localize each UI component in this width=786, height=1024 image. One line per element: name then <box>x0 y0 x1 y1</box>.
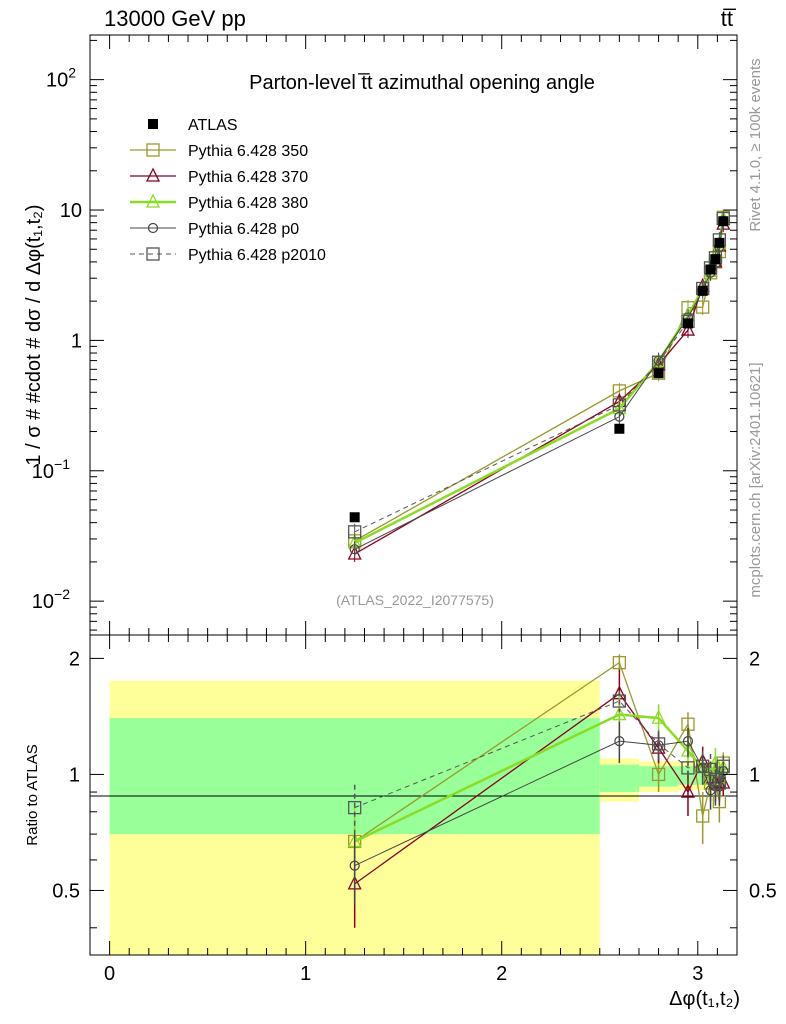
rivet-label: Rivet 4.1.0, ≥ 100k events <box>747 58 764 231</box>
ratio-line <box>354 700 724 809</box>
ratio-point <box>712 776 727 790</box>
data-point <box>614 423 625 434</box>
legend-label: Pythia 6.428 p2010 <box>188 247 326 264</box>
series-line <box>354 218 724 533</box>
band-inner <box>599 764 639 793</box>
series-point <box>680 321 696 336</box>
legend: ATLAS Pythia 6.428 350 Pythia 6.428 370 Pyt… <box>130 117 326 264</box>
ratio-frame <box>89 634 738 956</box>
ratio-point <box>708 772 723 787</box>
data-point <box>349 512 360 523</box>
header-left: 13000 GeV pp <box>104 6 246 31</box>
ratio-point <box>680 783 696 798</box>
header-right: tt̅ <box>721 6 737 31</box>
ratio-point <box>681 761 695 775</box>
x-tick-label: 0 <box>104 963 115 985</box>
legend-label: Pythia 6.428 380 <box>188 195 308 212</box>
data-point <box>718 216 729 227</box>
ratio-point <box>348 800 362 815</box>
series-point <box>696 300 710 314</box>
legend-marker <box>147 222 159 234</box>
data-point <box>653 368 664 379</box>
ratio-point <box>612 655 627 670</box>
ratio-tick-label-right: 1 <box>749 764 760 786</box>
ratio-point <box>714 781 725 792</box>
ratio-ticks: 0.5 0.5 1 1 2 2 <box>52 648 777 929</box>
x-axis-label: Δφ(t₁,t₂) <box>669 988 740 1010</box>
series-point <box>349 544 360 555</box>
ratio-point <box>651 767 666 782</box>
ratio-point <box>716 759 730 773</box>
ratio-point <box>651 709 666 724</box>
series-point <box>612 398 627 412</box>
legend-marker <box>148 119 158 129</box>
series-line <box>354 217 724 542</box>
x-axis-ticks: 0 1 2 3 <box>104 35 718 985</box>
ratio-tick-label: 1 <box>69 764 80 786</box>
ratio-y-label: Ratio to ATLAS <box>24 744 41 845</box>
ratio-tick-label: 2 <box>69 648 80 670</box>
x-tick-label: 2 <box>496 963 507 985</box>
y-tick-label: 10−2 <box>32 586 70 613</box>
legend-label: Pythia 6.428 p0 <box>188 221 299 238</box>
ratio-point <box>682 736 694 747</box>
data-point <box>682 318 693 329</box>
y-tick-label: 1 <box>71 330 82 352</box>
watermark: (ATLAS_2022_I2077575) <box>336 592 494 608</box>
ratio-panel: 0.5 0.5 1 1 2 2 Ratio to ATLAS <box>24 634 777 956</box>
main-series <box>347 209 731 562</box>
legend-label: ATLAS <box>188 117 238 134</box>
series-line <box>354 223 724 555</box>
y-axis-label: 1 / σ # #cdot # dσ / d Δφ(t₁,t₂) <box>23 204 45 465</box>
series-point <box>348 525 362 539</box>
data-point <box>714 237 725 248</box>
data-point <box>710 254 721 265</box>
ratio-tick-label: 0.5 <box>52 880 80 902</box>
chart-title: Parton-level t̅t azimuthal opening angle <box>249 72 595 94</box>
ratio-point <box>349 860 360 871</box>
series-line <box>354 219 725 544</box>
legend-label: Pythia 6.428 370 <box>188 169 308 186</box>
ratio-point <box>614 736 625 747</box>
series-line <box>354 220 724 550</box>
ratio-bands <box>109 680 726 955</box>
legend-marker <box>146 247 160 261</box>
ratio-point <box>696 809 710 823</box>
url-label: mcplots.cern.ch [arXiv:2401.10621] <box>747 362 764 597</box>
y-tick-label: 10 <box>60 200 82 222</box>
legend-label: Pythia 6.428 350 <box>188 143 308 160</box>
x-tick-label: 3 <box>692 963 703 985</box>
ratio-point <box>612 694 627 708</box>
ratio-tick-label-right: 2 <box>749 648 760 670</box>
ratio-point <box>696 759 710 773</box>
data-point <box>697 285 708 296</box>
ratio-tick-label-right: 0.5 <box>749 880 777 902</box>
legend-marker <box>145 167 161 182</box>
legend-marker <box>146 143 160 157</box>
ratio-series <box>347 654 731 928</box>
ratio-point <box>612 706 627 721</box>
legend-marker <box>145 193 161 208</box>
x-tick-label: 1 <box>300 963 311 985</box>
ratio-point <box>703 762 718 777</box>
ratio-point <box>651 737 666 751</box>
data-point <box>705 264 716 275</box>
y-tick-label: 102 <box>46 65 76 92</box>
